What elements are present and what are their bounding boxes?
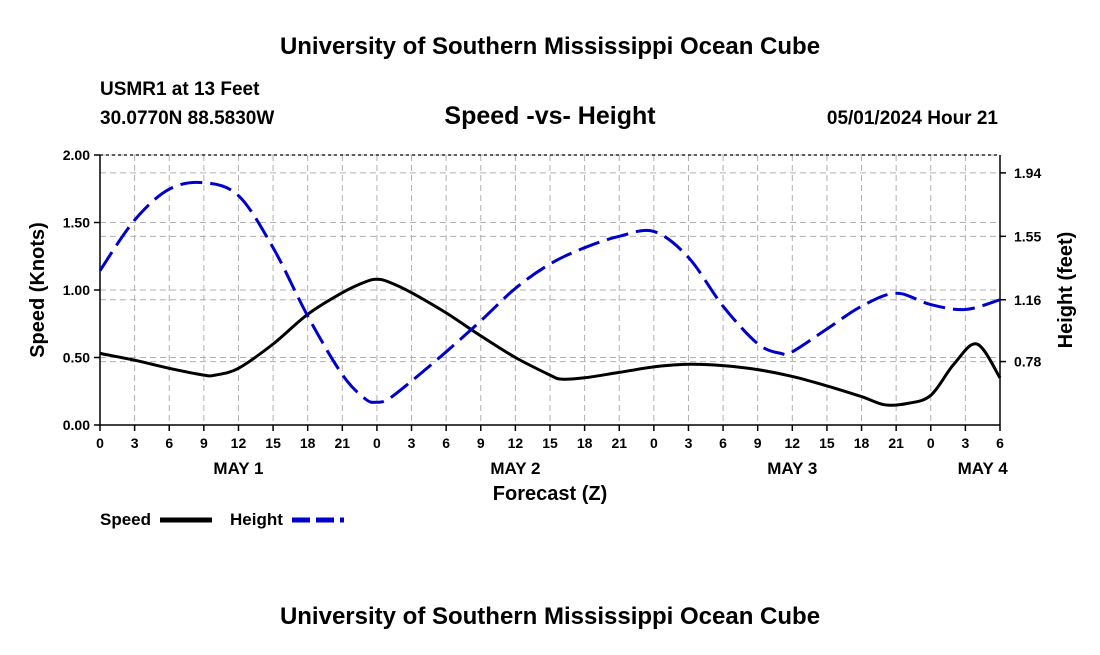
x-tick-label: 6 xyxy=(442,435,450,451)
chart-title: University of Southern Mississippi Ocean… xyxy=(280,33,820,60)
y-tick-label-left: 1.00 xyxy=(63,282,90,298)
x-tick-label: 18 xyxy=(577,435,593,451)
legend-speed-label: Speed xyxy=(100,510,151,529)
x-tick-label: 18 xyxy=(854,435,870,451)
x-tick-label: 0 xyxy=(927,435,935,451)
x-tick-label: 9 xyxy=(754,435,762,451)
x-axis-label: Forecast (Z) xyxy=(493,483,607,505)
x-tick-label: 15 xyxy=(265,435,281,451)
footer-title: University of Southern Mississippi Ocean… xyxy=(280,603,820,630)
chart-subtitle: Speed -vs- Height xyxy=(444,102,656,130)
legend: Speed Height xyxy=(100,510,344,529)
y-axis-label-right: Height (feet) xyxy=(1055,232,1077,349)
x-tick-label: 0 xyxy=(650,435,658,451)
x-tick-label: 6 xyxy=(165,435,173,451)
x-day-label: MAY 3 xyxy=(767,459,817,478)
y-tick-label-right: 1.16 xyxy=(1014,292,1041,308)
x-day-label: MAY 4 xyxy=(958,459,1009,478)
y-tick-label-left: 0.00 xyxy=(63,417,90,433)
x-tick-label: 0 xyxy=(96,435,104,451)
y-tick-label-right: 1.55 xyxy=(1014,228,1041,244)
legend-height-label: Height xyxy=(230,510,283,529)
x-tick-label: 12 xyxy=(231,435,247,451)
x-tick-label: 18 xyxy=(300,435,316,451)
y-tick-label-left: 1.50 xyxy=(63,215,90,231)
x-tick-label: 12 xyxy=(508,435,524,451)
x-tick-label: 21 xyxy=(888,435,904,451)
grid-lines xyxy=(100,154,1000,426)
y-tick-label-right: 0.78 xyxy=(1014,354,1041,370)
x-tick-label: 21 xyxy=(335,435,351,451)
issued-label: 05/01/2024 Hour 21 xyxy=(827,108,999,129)
station-label: USMR1 at 13 Feet xyxy=(100,79,260,100)
series-layer xyxy=(98,180,1002,407)
x-tick-label: 3 xyxy=(685,435,693,451)
series-line-height xyxy=(98,180,1001,404)
y-tick-label-left: 2.00 xyxy=(63,147,90,163)
x-tick-label: 6 xyxy=(719,435,727,451)
y-axis-label-left: Speed (Knots) xyxy=(27,222,49,358)
x-tick-label: 0 xyxy=(373,435,381,451)
x-tick-label: 12 xyxy=(785,435,801,451)
y-tick-label-right: 1.94 xyxy=(1014,165,1041,181)
axis-ticks: 0 3 6 9 12 15 18 21 0 3 6 9 12 15 18 21 0 3 6 9 12 15 18 21 0 3 6 M… xyxy=(63,147,1042,478)
x-tick-label: 21 xyxy=(611,435,627,451)
x-tick-label: 9 xyxy=(477,435,485,451)
x-day-label: MAY 1 xyxy=(213,459,263,478)
series-line-speed xyxy=(99,277,1002,407)
x-tick-label: 6 xyxy=(996,435,1004,451)
x-tick-label: 3 xyxy=(961,435,969,451)
x-day-label: MAY 2 xyxy=(490,459,540,478)
x-tick-label: 9 xyxy=(200,435,208,451)
x-tick-label: 15 xyxy=(819,435,835,451)
y-tick-label-left: 0.50 xyxy=(63,350,90,366)
x-tick-label: 3 xyxy=(131,435,139,451)
x-tick-label: 3 xyxy=(408,435,416,451)
coordinates-label: 30.0770N 88.5830W xyxy=(100,108,274,129)
x-tick-label: 15 xyxy=(542,435,558,451)
